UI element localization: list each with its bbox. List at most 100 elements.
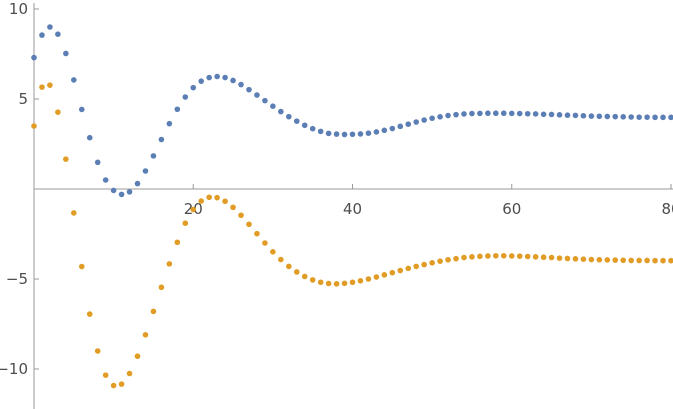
x-tick-label: 40	[343, 200, 362, 218]
data-point	[341, 280, 348, 287]
data-point	[71, 210, 77, 216]
data-point	[612, 113, 619, 120]
x-tick-label: 80	[661, 200, 673, 218]
data-point	[325, 280, 332, 287]
data-point	[532, 111, 539, 117]
data-point	[493, 110, 499, 117]
data-point	[556, 112, 563, 118]
data-point	[293, 118, 300, 124]
data-point	[333, 281, 340, 287]
data-point	[357, 278, 364, 284]
data-point	[636, 257, 642, 264]
data-point	[668, 114, 673, 121]
data-point	[556, 255, 563, 261]
data-point	[134, 180, 141, 187]
data-point	[524, 110, 531, 117]
data-point	[572, 256, 579, 262]
data-point	[349, 131, 356, 138]
data-point	[453, 255, 459, 262]
y-tick-label: −5	[6, 270, 28, 288]
data-point	[500, 110, 507, 117]
data-point	[39, 84, 45, 90]
data-point	[365, 276, 372, 282]
data-point	[373, 274, 380, 280]
data-point	[381, 272, 388, 278]
axes	[33, 3, 673, 409]
data-point	[604, 113, 611, 120]
data-point	[405, 121, 412, 127]
data-point	[190, 206, 197, 213]
data-point	[222, 74, 228, 81]
data-point	[118, 191, 125, 198]
data-point	[477, 253, 483, 260]
data-point	[596, 113, 603, 120]
data-point	[461, 111, 467, 117]
data-point	[341, 131, 348, 138]
data-point	[397, 267, 404, 274]
data-point	[55, 109, 61, 115]
data-point	[620, 114, 627, 120]
data-point	[437, 114, 443, 120]
data-point	[309, 125, 316, 132]
x-tick-label: 60	[502, 200, 521, 218]
data-point	[652, 257, 658, 264]
data-point	[270, 103, 276, 109]
data-point	[588, 256, 595, 263]
data-point	[238, 81, 244, 88]
data-point	[31, 123, 37, 129]
data-point	[508, 253, 515, 259]
data-point	[636, 114, 642, 120]
data-point	[286, 113, 292, 120]
data-point	[389, 125, 396, 132]
data-point	[381, 127, 388, 134]
data-point	[150, 153, 157, 159]
data-point	[453, 111, 459, 118]
data-point	[262, 240, 268, 246]
data-point	[357, 131, 364, 137]
data-point	[540, 111, 547, 118]
series-layer	[31, 24, 673, 389]
data-point	[413, 263, 420, 270]
data-point	[142, 168, 149, 174]
data-point	[580, 256, 587, 263]
data-point	[469, 110, 475, 117]
data-point	[182, 94, 189, 100]
data-point	[620, 257, 627, 264]
data-point	[588, 113, 595, 119]
data-point	[461, 254, 467, 261]
data-point	[397, 123, 404, 130]
data-point	[445, 112, 451, 119]
data-point	[429, 115, 435, 122]
data-point	[644, 114, 650, 120]
data-point	[612, 257, 619, 263]
data-point	[548, 254, 555, 261]
data-point	[333, 131, 340, 137]
data-point	[652, 114, 658, 121]
data-point	[373, 129, 380, 135]
data-point	[142, 332, 149, 338]
data-point	[94, 159, 101, 166]
data-point	[230, 77, 236, 84]
data-point	[86, 134, 93, 141]
data-point	[540, 254, 547, 261]
data-point	[349, 279, 356, 286]
data-point	[325, 130, 332, 137]
data-point	[126, 370, 133, 377]
data-point	[500, 252, 507, 259]
data-point	[166, 120, 173, 127]
data-point	[31, 54, 37, 61]
data-point	[532, 254, 539, 260]
data-point	[301, 122, 308, 129]
data-point	[445, 256, 451, 263]
y-tick-label: 5	[18, 90, 28, 108]
y-tick-label: −10	[0, 360, 28, 378]
data-point	[78, 106, 85, 113]
data-point	[206, 194, 212, 201]
y-tick-label: 10	[9, 0, 28, 18]
series-1	[31, 24, 673, 198]
data-point	[94, 348, 101, 354]
data-point	[246, 86, 252, 93]
data-point	[278, 108, 284, 115]
data-point	[55, 31, 61, 37]
data-point	[222, 198, 228, 205]
